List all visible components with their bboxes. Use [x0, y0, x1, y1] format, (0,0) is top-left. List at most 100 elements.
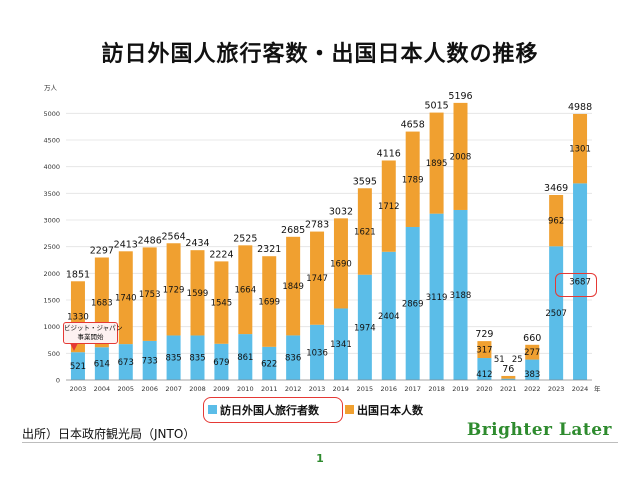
source-note: 出所）日本政府観光局（JNTO）: [22, 427, 196, 441]
bar-outbound: [477, 341, 492, 359]
bar-inbound: [573, 183, 588, 380]
total-label: 4658: [401, 120, 425, 131]
bar-outbound: [573, 113, 588, 184]
bar-outbound: [453, 102, 468, 210]
inbound-label: 679: [213, 358, 229, 368]
bar-outbound: [525, 344, 540, 360]
bar-inbound: [214, 343, 229, 380]
total-label: 2783: [305, 220, 329, 231]
x-tick-label: 2004: [94, 385, 111, 393]
callout-line-2: 事業開始: [77, 333, 104, 341]
x-tick-label: 2022: [524, 385, 541, 393]
bar-outbound: [501, 375, 516, 379]
x-tick-label: 2023: [548, 385, 565, 393]
x-tick-label: 2010: [237, 385, 254, 393]
outbound-label: 962: [548, 217, 564, 227]
highlight-2024-inbound: [555, 273, 597, 297]
y-tick-label: 5000: [43, 110, 60, 118]
axes: 0 500 1000 1500 2000 2500 3000 3500 4000 4500 5000…: [43, 84, 601, 393]
bar-outbound: [405, 131, 420, 227]
callout-line-1: ビジット・ジャパン: [64, 324, 123, 332]
inbound-label: 835: [165, 354, 181, 364]
inbound-label: 614: [94, 360, 110, 370]
y-tick-label: 4000: [43, 163, 60, 171]
outbound-label: 1690: [330, 259, 352, 269]
total-label: 2413: [114, 239, 138, 250]
legend: 訪日外国人旅行者数 出国日本人数: [208, 403, 424, 417]
callout-pointer: [70, 343, 78, 351]
bar-outbound: [357, 188, 372, 275]
bar-outbound: [238, 245, 253, 335]
bar-outbound: [429, 112, 444, 214]
legend-highlight-box: [203, 397, 343, 423]
bar-inbound: [405, 226, 420, 380]
bar-outbound: [190, 250, 205, 336]
x-tick-label: 2017: [404, 385, 421, 393]
y-tick-label: 0: [56, 377, 60, 385]
bars: [70, 102, 588, 380]
inbound-label: 1341: [330, 340, 352, 350]
outbound-label: 1895: [426, 159, 448, 169]
inbound-label: 1036: [306, 348, 328, 358]
page-number: 1: [316, 452, 324, 465]
outbound-label: 317: [476, 346, 492, 356]
bar-inbound: [190, 335, 205, 380]
y-tick-label: 3000: [43, 217, 60, 225]
bar-inbound: [453, 209, 468, 380]
x-tick-label: 2016: [380, 385, 397, 393]
legend-label-outbound: 出国日本人数: [357, 403, 424, 417]
total-label: 2321: [257, 244, 281, 255]
x-tick-label: 2009: [213, 385, 230, 393]
inbound-label: 673: [118, 358, 134, 368]
total-label: 2297: [90, 245, 114, 256]
outbound-label: 277: [524, 348, 540, 358]
bar-inbound: [142, 340, 157, 380]
outbound-label: 1545: [211, 299, 233, 309]
outbound-label: 1712: [378, 202, 400, 212]
outbound-label: 51: [494, 355, 505, 365]
y-tick-label: 1500: [43, 297, 60, 305]
bar-inbound: [262, 346, 277, 380]
total-label: 2525: [233, 233, 257, 244]
bar-inbound: [549, 246, 564, 380]
outbound-label: 1789: [402, 175, 424, 185]
total-label: 5015: [424, 101, 448, 112]
total-label: 3032: [329, 206, 353, 217]
x-tick-label: 2019: [452, 385, 469, 393]
total-label: 5196: [448, 91, 472, 102]
total-label: 4116: [377, 148, 401, 159]
x-tick-label: 2005: [117, 385, 134, 393]
x-tick-label: 2007: [165, 385, 182, 393]
x-tick-label: 2006: [141, 385, 158, 393]
bar-outbound: [214, 261, 229, 344]
bar-inbound: [238, 334, 253, 380]
data-labels: 1851 1330 521 2297 1683 614 2413 1740 673 2486 175…: [66, 91, 592, 380]
total-label: 660: [523, 333, 541, 344]
inbound-label: 1974: [354, 323, 376, 333]
inbound-label: 2507: [545, 309, 567, 319]
outbound-label: 1664: [234, 286, 256, 296]
bar-outbound: [262, 256, 277, 347]
total-label: 76: [502, 364, 514, 375]
inbound-label: 836: [285, 354, 301, 364]
x-tick-label: 2003: [70, 385, 87, 393]
bar-inbound: [310, 324, 325, 380]
inbound-label: 835: [189, 354, 205, 364]
outbound-label: 1330: [67, 313, 89, 323]
bar-inbound: [501, 378, 516, 380]
inbound-label: 3119: [426, 293, 448, 303]
inbound-label: 2869: [402, 299, 424, 309]
y-tick-label: 1000: [43, 323, 60, 331]
inbound-label: 412: [476, 370, 492, 380]
inbound-label: 2404: [378, 312, 400, 322]
bar-outbound: [142, 247, 157, 341]
bar-inbound: [118, 344, 133, 380]
y-tick-label: 3500: [43, 190, 60, 198]
bar-inbound: [94, 347, 109, 380]
x-tick-label: 2024: [572, 385, 589, 393]
total-label: 2685: [281, 225, 305, 236]
brand-logo: Brighter Later: [466, 420, 612, 440]
x-tick-label: 2008: [189, 385, 206, 393]
bar-inbound: [381, 251, 396, 380]
total-label: 1851: [66, 269, 90, 280]
